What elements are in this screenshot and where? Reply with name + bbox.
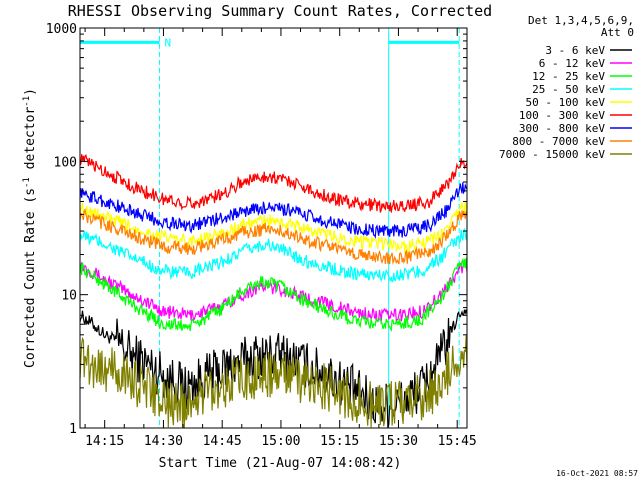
x-tick-label-4: 15:15 xyxy=(320,434,359,449)
x-axis: 14:15 14:30 14:45 15:00 15:15 15:30 15:45 xyxy=(84,28,477,449)
x-tick-label-6: 15:45 xyxy=(438,434,477,449)
legend-label-4: 50 - 100 keV xyxy=(526,96,606,109)
y-label-part-3: ) xyxy=(23,88,38,96)
series-line-6 xyxy=(79,182,468,239)
legend-label-2: 12 - 25 keV xyxy=(532,70,605,83)
series-line-7 xyxy=(79,207,468,265)
y-axis: 1 10 100 1000 xyxy=(46,22,467,437)
series-line-8 xyxy=(79,335,468,428)
y-tick-label-2: 100 xyxy=(54,155,77,170)
x-tick-label-3: 15:00 xyxy=(261,434,300,449)
legend-label-7: 800 - 7000 keV xyxy=(512,135,605,148)
x-tick-label-2: 14:45 xyxy=(203,434,242,449)
legend-header-line-2: Att 0 xyxy=(601,26,634,39)
y-label-part-1: Corrected Count Rate (s xyxy=(23,188,38,368)
y-tick-label-1: 10 xyxy=(61,289,77,304)
legend-header-line-1: Det 1,3,4,5,6,9, xyxy=(528,14,634,27)
timestamp: 16-Oct-2021 08:57 xyxy=(556,469,638,478)
x-tick-label-0: 14:15 xyxy=(85,434,124,449)
series-line-5 xyxy=(79,153,468,213)
legend-label-8: 7000 - 15000 keV xyxy=(499,148,605,161)
legend-label-0: 3 - 6 keV xyxy=(545,44,605,57)
legend-label-5: 100 - 300 keV xyxy=(519,109,605,122)
series-line-3 xyxy=(79,228,468,283)
plot-frame xyxy=(79,27,468,429)
y-label-part-2: detector xyxy=(23,107,38,178)
legend-label-3: 25 - 50 keV xyxy=(532,83,605,96)
y-label-sup-1: -1 xyxy=(22,177,32,188)
y-axis-label: Corrected Count Rate (s-1 detector-1) xyxy=(22,88,38,368)
legend-label-1: 6 - 12 keV xyxy=(539,57,606,70)
series-line-2 xyxy=(79,257,468,333)
x-tick-label-5: 15:30 xyxy=(379,434,418,449)
series-layer xyxy=(79,153,468,429)
y-tick-label-0: 1 xyxy=(69,422,77,437)
x-tick-label-1: 14:30 xyxy=(144,434,183,449)
series-line-1 xyxy=(79,262,468,323)
y-tick-label-3: 1000 xyxy=(46,22,77,37)
chart-title: RHESSI Observing Summary Count Rates, Co… xyxy=(68,2,492,20)
x-axis-label: Start Time (21-Aug-07 14:08:42) xyxy=(159,456,402,471)
y-label-sup-2: -1 xyxy=(22,96,32,107)
legend-label-6: 300 - 800 keV xyxy=(519,122,605,135)
night-label: N xyxy=(165,36,172,49)
